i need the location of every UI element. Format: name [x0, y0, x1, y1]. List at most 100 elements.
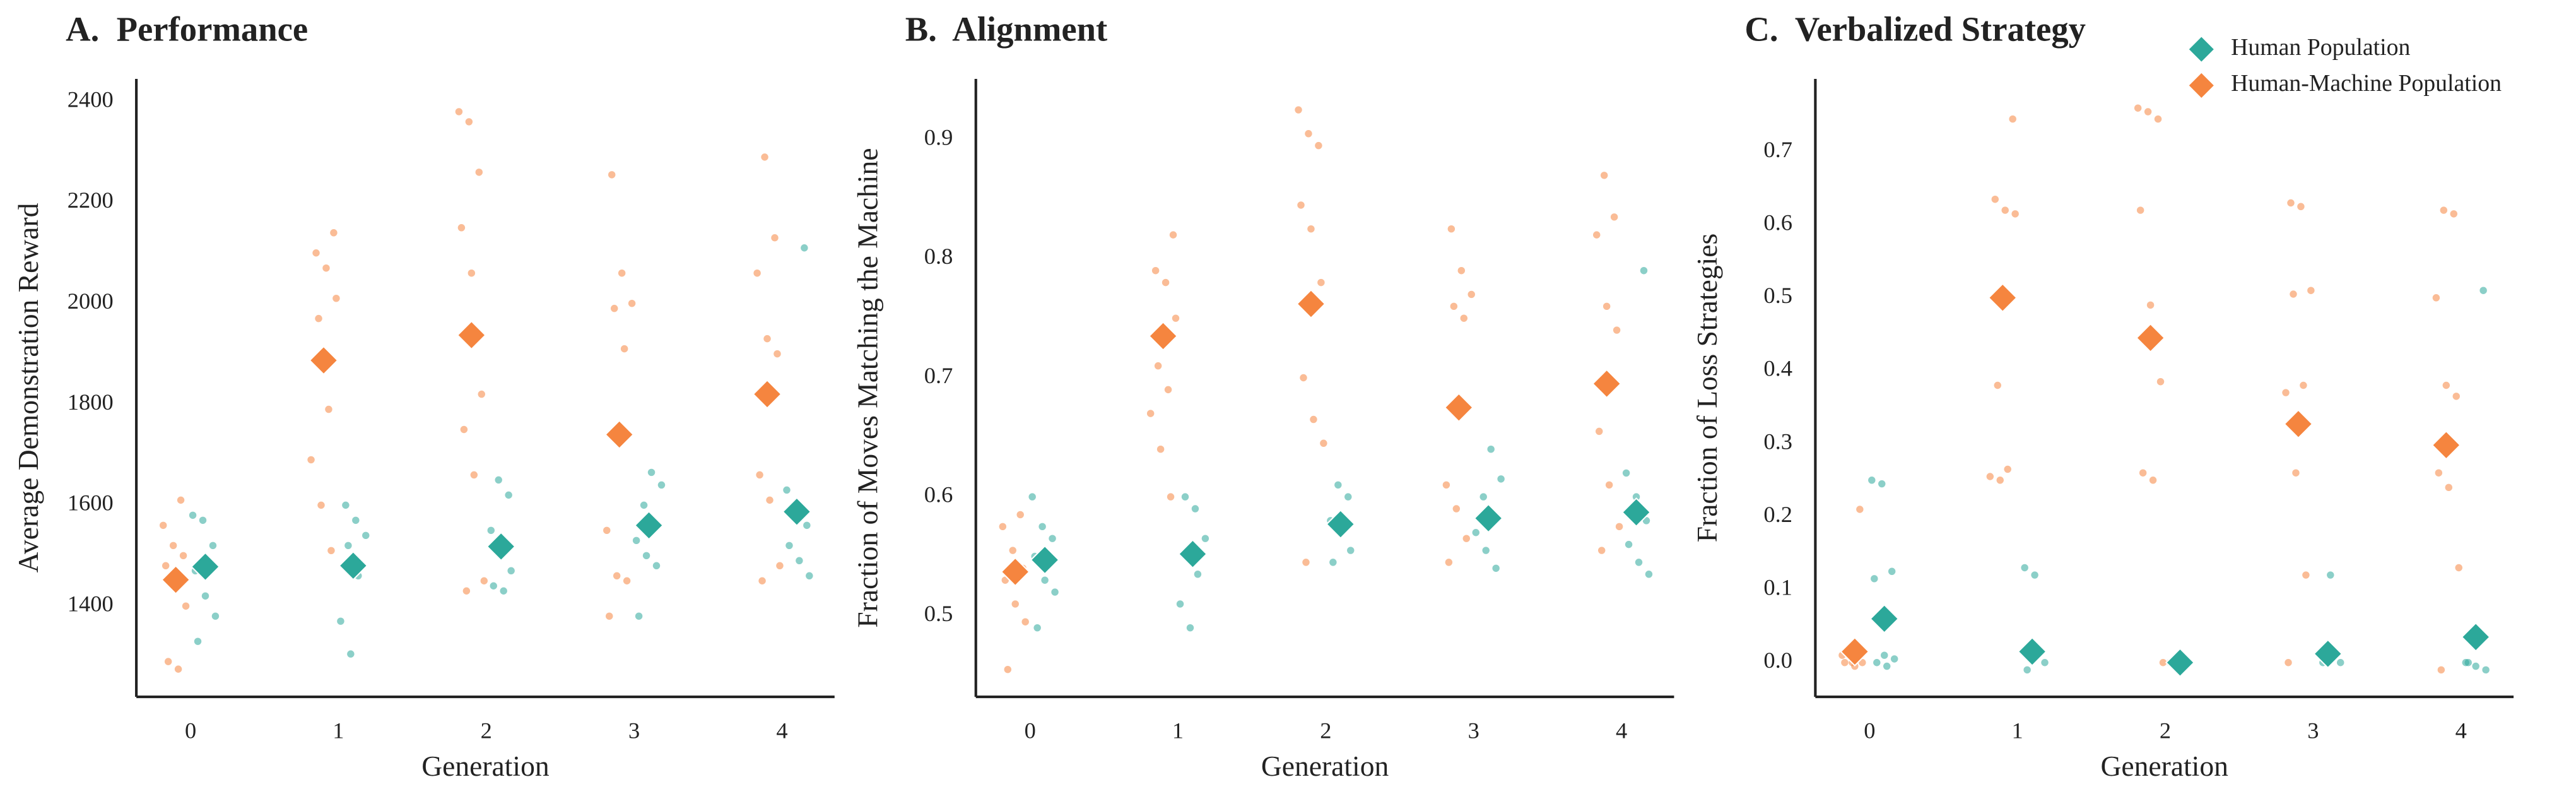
data-point	[330, 229, 338, 237]
data-point	[1167, 493, 1175, 501]
data-point	[2011, 210, 2019, 218]
data-point	[465, 118, 473, 126]
data-point	[1492, 564, 1500, 572]
data-point	[475, 169, 483, 176]
data-point	[753, 269, 761, 277]
data-point	[480, 577, 488, 584]
data-point	[468, 269, 476, 277]
data-point	[1049, 535, 1056, 542]
y-tick-label: 0.0	[1763, 648, 1792, 673]
data-point	[1176, 600, 1184, 608]
data-point	[362, 531, 370, 540]
data-point	[785, 542, 793, 550]
data-point	[1856, 506, 1864, 513]
data-point	[610, 304, 618, 312]
data-point	[1883, 662, 1891, 670]
data-point	[623, 577, 631, 584]
data-point	[1447, 225, 1456, 233]
data-point	[796, 557, 803, 565]
x-tick-label: 3	[1468, 718, 1479, 744]
data-point	[1305, 130, 1312, 138]
mean-marker	[1869, 603, 1900, 634]
data-point	[505, 491, 512, 499]
y-tick-label: 1600	[68, 490, 114, 516]
data-point	[1873, 659, 1881, 667]
x-axis-label: Generation	[2101, 750, 2229, 782]
data-point	[647, 468, 656, 477]
data-point	[2437, 666, 2445, 674]
data-point	[2009, 115, 2016, 123]
x-tick-label: 0	[1864, 718, 1875, 744]
data-point	[1051, 588, 1059, 596]
data-point	[620, 345, 628, 353]
mean-marker	[2461, 622, 2491, 652]
data-point	[2432, 294, 2440, 302]
data-point	[1295, 106, 1302, 114]
data-point	[2297, 203, 2305, 211]
data-point	[2435, 469, 2443, 477]
data-point	[756, 471, 763, 479]
data-point	[2156, 377, 2165, 386]
y-tick-label: 0.7	[924, 363, 953, 388]
mean-marker	[2283, 409, 2314, 439]
data-point	[159, 521, 167, 530]
data-point	[1194, 571, 1202, 578]
mean-marker	[1000, 557, 1030, 587]
data-point	[758, 577, 766, 584]
data-point	[2479, 287, 2487, 294]
data-point	[1317, 278, 1325, 287]
y-tick-label: 0.6	[1763, 210, 1792, 235]
data-point	[317, 501, 325, 509]
mean-marker	[2431, 430, 2461, 460]
data-point	[1841, 659, 1849, 667]
y-tick-label: 0.6	[924, 482, 953, 507]
legend-label: Human Population	[2231, 34, 2410, 61]
data-point	[1334, 481, 1342, 489]
data-point	[2307, 287, 2315, 294]
data-point	[766, 496, 773, 504]
y-tick-label: 2200	[68, 187, 114, 213]
data-point	[2021, 564, 2028, 572]
data-point	[771, 234, 779, 242]
data-point	[2285, 659, 2292, 667]
data-point	[1878, 480, 1886, 488]
data-point	[1452, 505, 1461, 513]
data-point	[1593, 231, 1601, 239]
data-point	[2482, 666, 2490, 674]
data-point	[1156, 445, 1165, 453]
y-tick-label: 0.3	[1763, 429, 1792, 454]
panel-title: C. Verbalized Strategy	[1744, 10, 2086, 49]
data-point	[1154, 362, 1162, 370]
mean-marker	[1444, 393, 1474, 423]
data-point	[1603, 302, 1611, 311]
data-point	[2472, 662, 2479, 670]
data-point	[2452, 393, 2460, 400]
data-point	[1462, 535, 1470, 542]
data-point	[613, 572, 621, 579]
data-point	[1172, 314, 1180, 322]
data-point	[1597, 547, 1606, 554]
data-point	[194, 637, 202, 645]
y-axis-label: Fraction of Moves Matching the Machine	[852, 148, 884, 627]
y-tick-label: 0.1	[1763, 575, 1792, 600]
data-point	[806, 572, 813, 579]
data-point	[478, 390, 485, 398]
data-point	[327, 547, 335, 555]
mean-marker	[2313, 639, 2343, 669]
y-axis-label: Average Demonstration Reward	[12, 203, 44, 572]
mean-marker	[2165, 648, 2196, 678]
data-point	[1600, 172, 1608, 179]
data-point	[174, 665, 182, 673]
data-point	[337, 617, 344, 625]
data-point	[1615, 523, 1623, 531]
data-point	[1151, 266, 1160, 275]
data-point	[2134, 104, 2142, 112]
legend-label: Human-Machine Population	[2231, 70, 2502, 97]
x-tick-label: 2	[481, 718, 492, 744]
x-tick-label: 0	[1025, 718, 1036, 744]
data-point	[1315, 141, 1322, 150]
y-tick-label: 0.4	[1763, 356, 1792, 381]
data-point	[1028, 493, 1036, 501]
mean-marker	[1592, 369, 1622, 399]
data-point	[1009, 547, 1016, 554]
